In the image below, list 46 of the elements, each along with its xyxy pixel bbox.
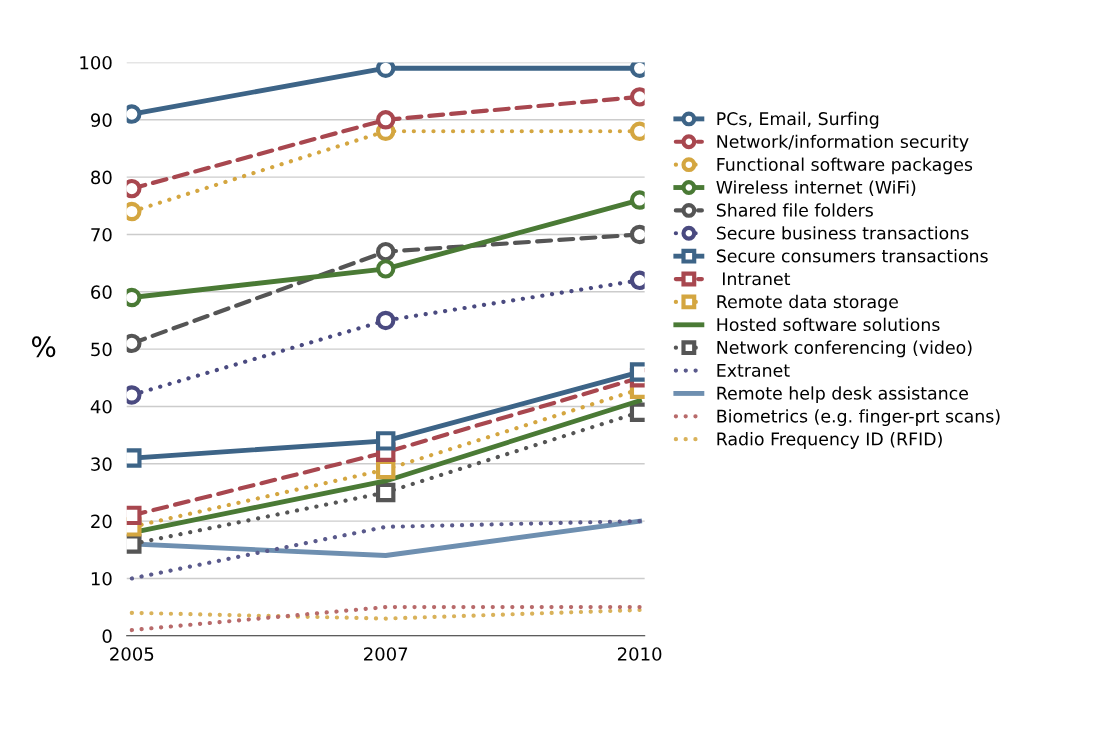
legend-label: Wireless internet (WiFi)	[716, 180, 916, 196]
y-tick-label: 40	[90, 399, 112, 414]
point	[126, 385, 142, 405]
x-tick-label: 2005	[110, 647, 154, 661]
y-tick-label: 0	[102, 629, 112, 643]
point	[629, 190, 645, 210]
point	[126, 104, 142, 124]
point	[629, 224, 645, 245]
point	[629, 362, 645, 382]
y-tick-label: 80	[91, 170, 112, 185]
y-tick-label: 50	[91, 342, 112, 357]
point	[126, 333, 142, 354]
y-tick-label: 30	[91, 457, 112, 471]
legend-label: Intranet	[722, 272, 791, 286]
point	[629, 62, 645, 78]
y-tick-label: 60	[91, 285, 112, 299]
y-tick-label: 100	[80, 55, 112, 70]
legend-label: Network/information security	[717, 134, 969, 152]
y-axis-title: %	[31, 336, 56, 358]
point	[126, 448, 142, 468]
y-tick-label: 10	[91, 571, 112, 586]
point	[126, 201, 142, 222]
legend-label: Biometrics (e.g. finger-prt scans)	[717, 409, 1000, 426]
legend-label: Extranet	[717, 363, 790, 377]
point	[629, 87, 645, 107]
x-tick-label: 2010	[617, 647, 662, 661]
point	[126, 505, 142, 526]
y-tick-label: 90	[91, 113, 112, 127]
legend-label: Remote help desk assistance	[717, 386, 968, 404]
point	[126, 534, 142, 554]
legend-label: Secure consumers transactions	[716, 249, 988, 263]
legend-label: Hosted software solutions	[717, 317, 940, 332]
legend-label: Shared file folders	[716, 203, 873, 217]
legend-label: Radio Frequency ID (RFID)	[717, 432, 942, 449]
legend-label: Network conferencing (video)	[717, 340, 972, 358]
y-tick-label: 70	[91, 227, 112, 242]
point	[126, 287, 142, 308]
legend-label: Functional software packages	[717, 157, 973, 175]
point	[629, 121, 645, 141]
legend-label: PCs, Email, Surfing	[717, 111, 879, 129]
y-tick-label: 20	[91, 514, 112, 529]
legend-label: Secure business transactions	[716, 226, 969, 240]
x-tick-label: 2007	[364, 647, 408, 661]
point	[126, 178, 142, 199]
legend-label: Remote data storage	[717, 294, 898, 312]
point	[629, 402, 645, 422]
